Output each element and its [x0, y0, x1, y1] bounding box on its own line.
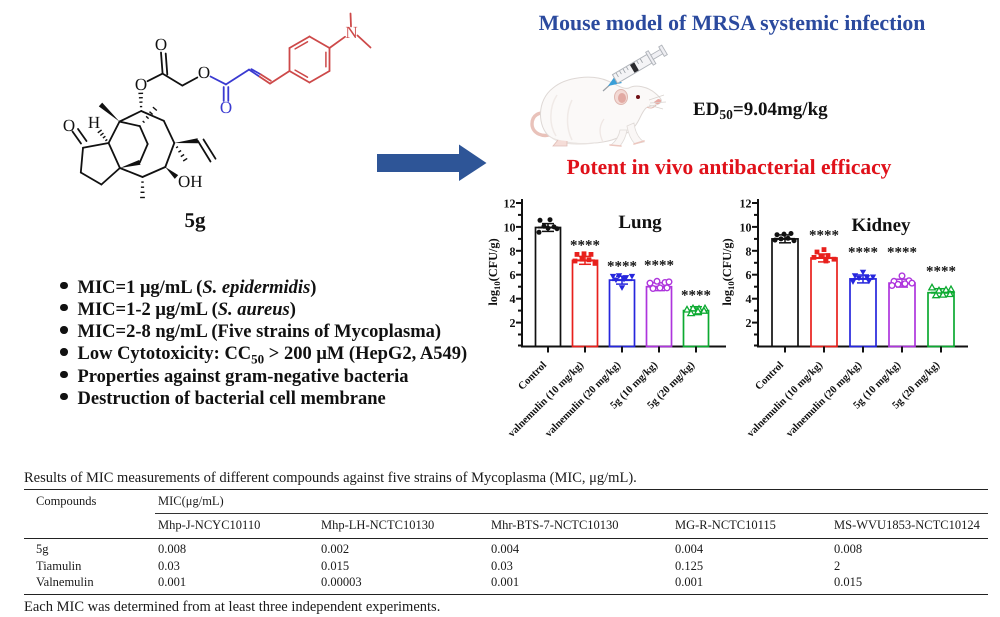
svg-text:2: 2	[510, 316, 516, 330]
svg-text:Control: Control	[754, 360, 787, 393]
svg-text:O: O	[198, 63, 210, 82]
svg-text:log10(CFU/g): log10(CFU/g)	[486, 238, 502, 305]
svg-text:****: ****	[681, 288, 711, 304]
svg-text:12: 12	[740, 197, 752, 211]
svg-text:N: N	[345, 23, 357, 42]
svg-text:10: 10	[504, 220, 516, 234]
svg-text:2: 2	[746, 316, 752, 330]
svg-text:5g: 5g	[185, 208, 207, 232]
svg-text:valnemulin (10 mg/kg): valnemulin (10 mg/kg)	[745, 360, 825, 440]
svg-text:****: ****	[809, 228, 839, 244]
svg-text:Mouse model of MRSA systemic i: Mouse model of MRSA systemic infection	[539, 11, 926, 35]
svg-text:****: ****	[607, 259, 637, 275]
svg-text:****: ****	[848, 245, 878, 261]
svg-text:10: 10	[740, 220, 752, 234]
svg-text:H: H	[88, 113, 100, 132]
svg-text:6: 6	[746, 268, 752, 282]
svg-text:ED50=9.04mg/kg: ED50=9.04mg/kg	[693, 99, 828, 122]
svg-text:****: ****	[926, 264, 956, 280]
svg-text:8: 8	[746, 244, 752, 258]
svg-text:O: O	[63, 116, 75, 135]
svg-text:4: 4	[746, 292, 752, 306]
svg-text:O: O	[155, 35, 167, 54]
svg-text:log10(CFU/g): log10(CFU/g)	[720, 238, 736, 305]
svg-text:****: ****	[887, 245, 917, 261]
svg-text:O: O	[135, 75, 147, 94]
svg-text:Lung: Lung	[618, 212, 662, 233]
svg-text:****: ****	[570, 238, 600, 254]
svg-text:O: O	[220, 98, 232, 117]
svg-text:6: 6	[510, 268, 516, 282]
svg-text:Kidney: Kidney	[851, 215, 911, 236]
svg-text:valnemulin (20 mg/kg): valnemulin (20 mg/kg)	[784, 360, 864, 440]
svg-text:12: 12	[504, 197, 516, 211]
svg-text:****: ****	[644, 258, 674, 274]
svg-text:OH: OH	[178, 172, 203, 191]
svg-text:8: 8	[510, 244, 516, 258]
svg-text:Control: Control	[517, 360, 550, 393]
svg-text:Potent in vivo antibacterial e: Potent in vivo antibacterial efficacy	[567, 155, 892, 179]
svg-text:4: 4	[510, 292, 516, 306]
